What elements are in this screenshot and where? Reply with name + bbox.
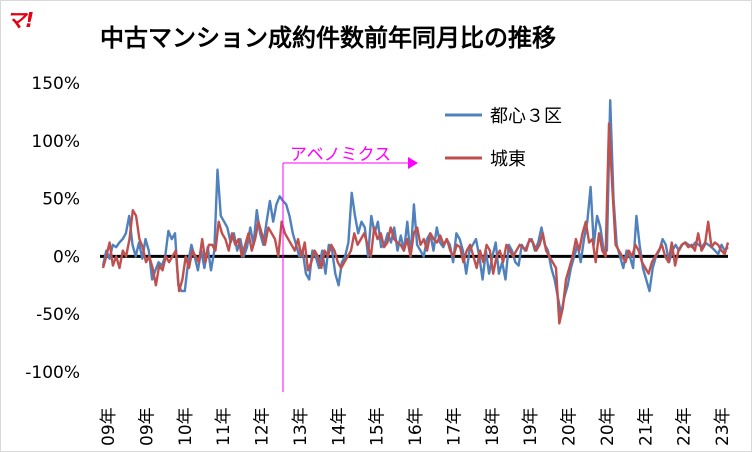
x-tick-label: 19年	[521, 407, 541, 446]
brand-logo: マ!	[6, 8, 34, 32]
abenomics-arrow-head	[408, 157, 418, 169]
x-tick-label: 14年	[329, 407, 349, 446]
series-line-joto	[101, 122, 730, 325]
legend-label-joto: 城東	[490, 149, 526, 170]
x-tick-label: 20年	[598, 407, 618, 446]
y-tick-label: -100%	[25, 363, 80, 383]
y-axis: 150% 100% 50% 0% -50% -100%	[25, 74, 80, 383]
y-tick-label: 50%	[42, 190, 80, 210]
annotation-group: アベノミクス	[282, 145, 418, 392]
x-tick-label: 18年	[483, 407, 503, 446]
x-tick-label: 13年	[291, 407, 311, 446]
x-tick-label: 22年	[675, 407, 695, 446]
series-line-tokyo3	[101, 99, 729, 316]
abenomics-label: アベノミクス	[290, 145, 391, 165]
x-tick-label: 15年	[368, 407, 388, 446]
x-tick-label: 23年	[713, 407, 733, 446]
x-tick-label: 11年	[214, 407, 234, 446]
x-tick-label: 17年	[444, 407, 464, 446]
x-tick-label: 21年	[636, 407, 656, 446]
y-tick-label: 0%	[53, 247, 80, 267]
y-tick-label: -50%	[36, 305, 80, 325]
y-tick-label: 100%	[31, 132, 80, 152]
chart-title: 中古マンション成約件数前年同月比の推移	[100, 24, 556, 52]
x-tick-label: 09年	[99, 407, 119, 446]
legend-label-tokyo3: 都心３区	[490, 106, 562, 127]
y-tick-label: 150%	[31, 74, 80, 94]
x-tick-label: 20年	[560, 407, 580, 446]
x-axis: 09年 09年 10年 11年 12年 13年 14年 15年 16年 17年 18年 19年 20年 2…	[99, 407, 733, 446]
series-group	[101, 99, 730, 325]
legend: 都心３区 城東	[445, 106, 562, 170]
x-tick-label: 12年	[253, 407, 273, 446]
x-tick-label: 10年	[176, 407, 196, 446]
x-tick-label: 09年	[137, 407, 157, 446]
x-tick-label: 16年	[406, 407, 426, 446]
